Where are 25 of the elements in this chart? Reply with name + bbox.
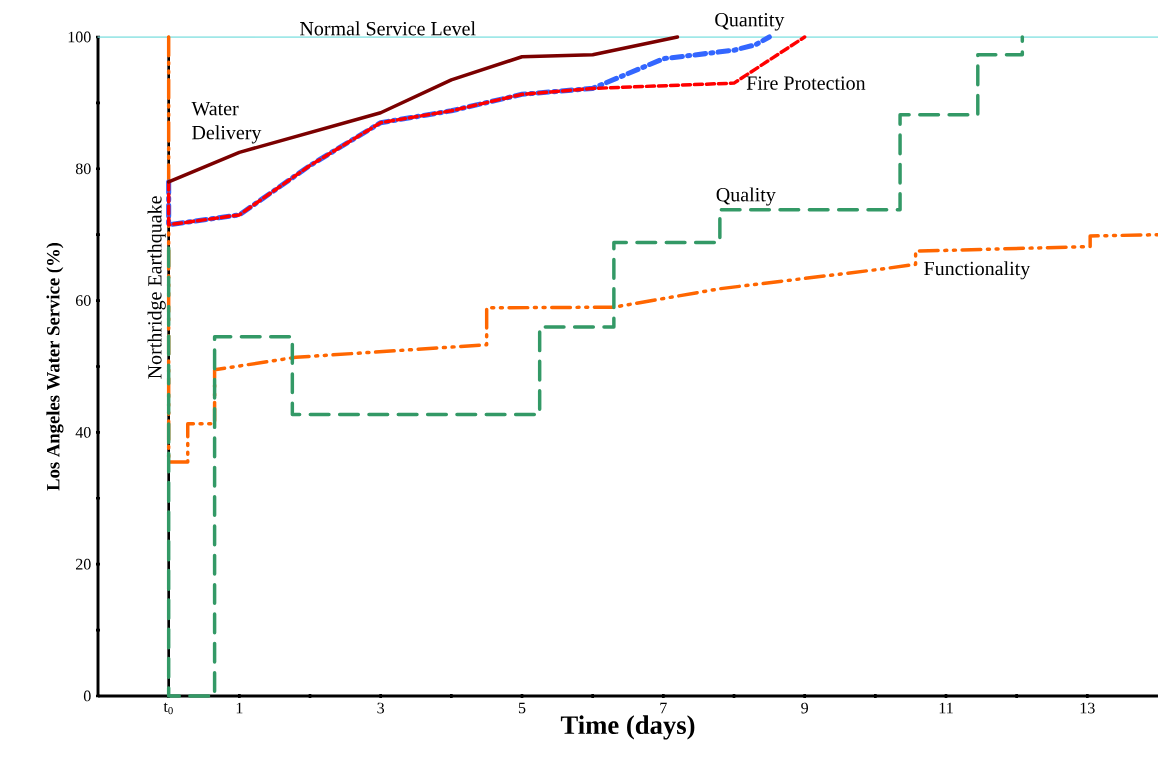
y-tick-label: 80 <box>75 163 91 175</box>
x-tick-label: 5 <box>518 702 526 714</box>
y-tick-label: 0 <box>83 690 91 702</box>
x-tick-label: 1 <box>236 702 243 714</box>
series-label: Water Delivery <box>191 102 262 144</box>
x-tick-label: 7 <box>660 702 667 714</box>
x-tick-label: 13 <box>1080 702 1095 714</box>
line-series <box>166 35 1158 464</box>
x-tick-label: 3 <box>377 702 385 714</box>
x-tick-label: 11 <box>939 702 953 714</box>
y-tick-label: 20 <box>76 558 91 570</box>
ref-line-label: Normal Service Level <box>300 21 476 36</box>
x-axis-title: Time (days) <box>560 715 695 740</box>
ref-line-label: Northridge Earthquake <box>147 196 166 379</box>
series-label: Quality <box>716 187 776 206</box>
line-series <box>166 35 680 184</box>
series-label: Quantity <box>715 13 785 31</box>
series-label: Functionality <box>924 261 1031 280</box>
y-tick-label: 40 <box>75 426 91 438</box>
series-label: Fire Protection <box>746 76 866 90</box>
x-tick-label: 9 <box>801 702 809 714</box>
y-tick-label: 100 <box>68 31 91 43</box>
x-tick-label: t$_{0}$ <box>163 702 173 715</box>
y-axis-title: Los Angeles Water Service (%) <box>46 242 64 491</box>
y-tick-label: 60 <box>75 295 91 306</box>
